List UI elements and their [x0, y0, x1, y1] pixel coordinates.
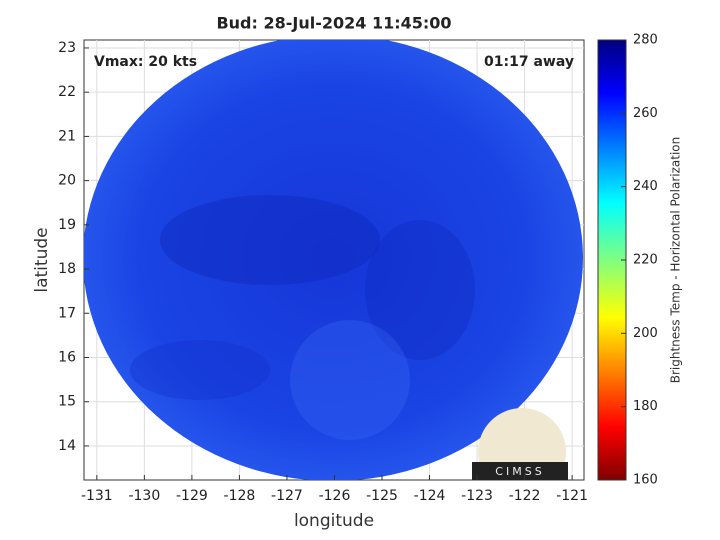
x-tick-label: -128	[224, 488, 256, 504]
y-tick-label: 18	[58, 261, 76, 277]
y-tick-label: 14	[58, 438, 76, 454]
x-tick-label: -121	[556, 488, 588, 504]
colorbar-tick-label: 220	[633, 253, 658, 268]
x-tick-label: -123	[461, 488, 493, 504]
x-tick-label: -131	[81, 488, 113, 504]
logo-text: CIMSS	[495, 465, 544, 478]
colorbar-tick-label: 180	[633, 399, 658, 414]
x-tick-label: -122	[509, 488, 541, 504]
y-tick-label: 17	[58, 305, 76, 321]
colorbar-tick-label: 260	[633, 106, 658, 121]
colorbar-label: Brightness Temp - Horizontal Polarizatio…	[669, 137, 683, 384]
colorbar-tick-label: 240	[633, 179, 658, 194]
y-tick-label: 16	[58, 350, 76, 366]
chart-title: Bud: 28-Jul-2024 11:45:00	[216, 14, 451, 33]
annotation: Vmax: 20 kts	[94, 54, 197, 70]
colorbar-tick-label: 280	[633, 33, 658, 48]
x-tick-label: -130	[128, 488, 160, 504]
annotation: 01:17 away	[484, 54, 574, 70]
colorbar-tick-label: 200	[633, 326, 658, 341]
x-tick-label: -125	[366, 488, 398, 504]
y-tick-label: 23	[58, 40, 76, 56]
y-tick-label: 15	[58, 394, 76, 410]
y-tick-label: 19	[58, 217, 76, 233]
y-tick-label: 22	[58, 84, 76, 100]
y-axis-label: latitude	[32, 227, 52, 292]
x-tick-label: -127	[271, 488, 303, 504]
x-tick-label: -124	[414, 488, 446, 504]
y-tick-label: 20	[58, 173, 76, 189]
x-tick-label: -129	[176, 488, 208, 504]
x-axis-label: longitude	[294, 511, 374, 531]
satellite-image: CIMSS	[84, 40, 583, 480]
x-tick-label: -126	[319, 488, 351, 504]
colorbar-tick-label: 160	[633, 473, 658, 488]
y-tick-label: 21	[58, 128, 76, 144]
